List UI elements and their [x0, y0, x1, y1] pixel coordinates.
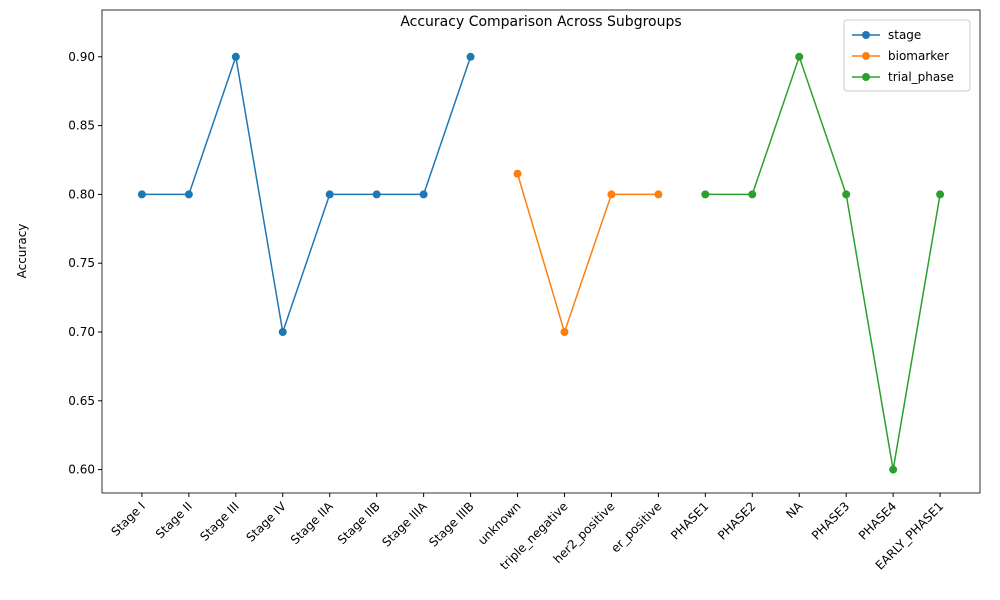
legend: stage biomarker trial_phase	[843, 19, 971, 92]
point	[419, 190, 428, 199]
x-tick-label: Stage I	[108, 499, 148, 539]
y-tick-label: 0.85	[68, 119, 95, 133]
x-tick-label: Stage III	[197, 499, 242, 544]
y-tick-label: 0.80	[68, 187, 95, 201]
x-tick-label: PHASE3	[809, 499, 852, 542]
x-tick-label: Stage IIA	[288, 499, 336, 547]
x-tick-label: Stage IIIB	[426, 499, 476, 549]
point	[231, 52, 240, 61]
legend-label: trial_phase	[888, 70, 954, 84]
y-tick-label: 0.65	[68, 394, 95, 408]
y-tick-label: 0.60	[68, 463, 95, 477]
x-tick-label: Stage IIIA	[379, 499, 430, 550]
chart-title: Accuracy Comparison Across Subgroups	[400, 14, 681, 30]
x-tick-label: PHASE4	[856, 499, 899, 542]
x-tick-label: PHASE1	[668, 499, 711, 542]
x-tick-label: Stage IV	[243, 499, 289, 545]
x-tick-label: unknown	[475, 499, 523, 547]
point	[278, 328, 287, 336]
y-tick-label: 0.90	[68, 50, 95, 64]
x-tick-label: NA	[783, 499, 806, 522]
x-tick-label: er_positive	[608, 499, 664, 555]
point	[842, 190, 851, 199]
y-tick-label: 0.75	[68, 256, 95, 270]
x-tick-label: Stage IIB	[335, 499, 383, 547]
legend-marker	[862, 73, 870, 81]
point	[513, 169, 522, 178]
point	[701, 190, 710, 199]
series-line	[705, 54, 941, 470]
legend-box	[843, 19, 971, 92]
point	[560, 328, 569, 336]
legend-marker	[862, 52, 870, 60]
point	[325, 190, 334, 199]
point	[466, 52, 475, 61]
point	[936, 190, 945, 199]
point	[889, 465, 898, 474]
legend-marker	[862, 31, 870, 39]
series-line	[516, 173, 659, 335]
plot-frame	[101, 9, 981, 494]
point	[137, 190, 146, 199]
point	[654, 190, 663, 199]
y-axis-label: Accuracy	[15, 224, 29, 279]
x-tick-label: PHASE2	[715, 499, 758, 542]
legend-label: stage	[888, 28, 921, 42]
y-tick-label: 0.70	[68, 325, 95, 339]
point	[748, 190, 757, 199]
point	[184, 190, 193, 199]
point	[607, 190, 616, 199]
x-tick-label: Stage II	[153, 499, 195, 541]
point	[795, 52, 804, 61]
series-line	[141, 56, 472, 333]
point	[372, 190, 381, 199]
legend-label: biomarker	[888, 49, 949, 63]
